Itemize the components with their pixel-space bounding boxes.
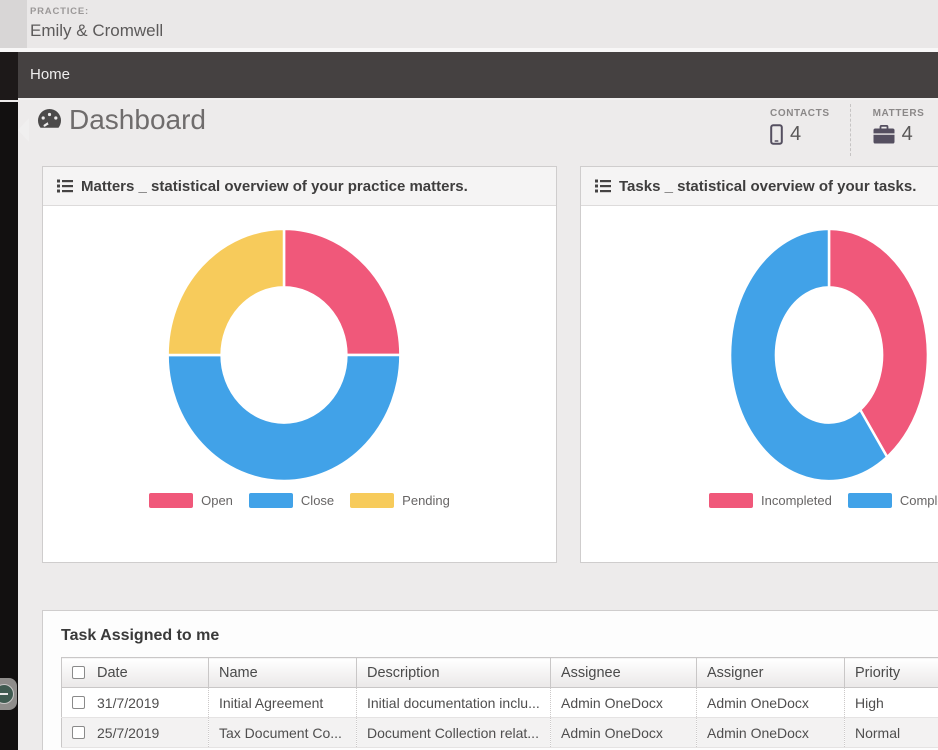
matters-panel-header: Matters _ statistical overview of your p… xyxy=(43,167,556,206)
legend-label-open: Open xyxy=(201,493,233,508)
task-table-header-row: Date Name Description Assignee Assigner … xyxy=(61,657,938,688)
matters-panel-title: Matters _ statistical overview of your p… xyxy=(81,177,468,195)
sidebar-notch xyxy=(18,118,29,142)
briefcase-icon xyxy=(873,125,895,144)
donut-segment-pending[interactable] xyxy=(168,229,284,355)
practice-name: Emily & Cromwell xyxy=(30,21,164,40)
stat-contacts-label: CONTACTS xyxy=(770,108,830,119)
nav-item-home[interactable]: Home xyxy=(30,66,71,83)
stat-matters-label: MATTERS xyxy=(872,108,925,119)
legend-item-pending[interactable]: Pending xyxy=(350,493,450,508)
stat-matters[interactable]: MATTERS 4 xyxy=(849,104,938,156)
column-header-assignee[interactable]: Assignee xyxy=(550,657,697,688)
column-header-assigner[interactable]: Assigner xyxy=(696,657,845,688)
column-header-date[interactable]: Date xyxy=(61,657,209,688)
legend-swatch-incompleted xyxy=(709,493,753,508)
matters-overview-panel: Matters _ statistical overview of your p… xyxy=(42,166,557,563)
task-description-cell: Document Collection relat... xyxy=(356,717,551,748)
practice-label: PRACTICE: xyxy=(30,6,89,17)
list-icon xyxy=(57,179,73,193)
tasks-panel-header: Tasks _ statistical overview of your tas… xyxy=(581,167,938,206)
matters-donut-chart[interactable] xyxy=(164,225,404,485)
legend-label-incompleted: Incompleted xyxy=(761,493,832,508)
mobile-phone-icon xyxy=(770,124,783,145)
matters-legend: Open Close Pending xyxy=(43,493,556,508)
task-name-cell: Initial Agreement xyxy=(208,687,357,718)
content-area: Dashboard CONTACTS 4 MATTERS 4 xyxy=(0,102,938,750)
select-all-checkbox[interactable] xyxy=(72,666,85,679)
row-checkbox[interactable] xyxy=(72,726,85,739)
legend-label-close: Close xyxy=(300,493,335,508)
task-assigned-title: Task Assigned to me xyxy=(61,627,220,644)
task-date-cell: 25/7/2019 xyxy=(61,717,209,748)
practice-block: PRACTICE: Emily & Cromwell xyxy=(30,6,163,41)
collapsed-sidebar[interactable] xyxy=(0,102,18,750)
legend-item-incompleted[interactable]: Incompleted xyxy=(709,493,832,508)
legend-swatch-open xyxy=(149,493,194,508)
task-priority-cell: High xyxy=(844,687,938,718)
topbar-left-strip xyxy=(0,0,27,48)
legend-item-completed[interactable]: Completed xyxy=(847,493,938,508)
expander-arrow-icon xyxy=(0,684,14,704)
sidebar-expander-button[interactable] xyxy=(0,678,17,710)
donut-segment-incompleted[interactable] xyxy=(829,229,928,457)
legend-item-open[interactable]: Open xyxy=(149,493,233,508)
tasks-overview-panel: Tasks _ statistical overview of your tas… xyxy=(580,166,938,563)
stat-contacts-value: 4 xyxy=(790,123,802,145)
header-stats: CONTACTS 4 MATTERS 4 xyxy=(748,104,938,156)
task-name-cell: Tax Document Co... xyxy=(208,717,357,748)
donut-segment-completed[interactable] xyxy=(730,229,887,481)
task-priority-cell: Normal xyxy=(844,717,938,748)
dashboard-icon xyxy=(38,109,61,128)
task-table: Date Name Description Assignee Assigner … xyxy=(61,657,938,748)
task-assigner-cell: Admin OneDocx xyxy=(696,717,845,748)
legend-label-pending: Pending xyxy=(402,493,450,508)
task-description-cell: Initial documentation inclu... xyxy=(356,687,551,718)
topbar-divider xyxy=(0,48,938,52)
donut-segment-close[interactable] xyxy=(168,355,401,481)
navbar-left-strip xyxy=(0,52,18,100)
stat-contacts[interactable]: CONTACTS 4 xyxy=(748,104,850,156)
page-title: Dashboard xyxy=(69,104,206,135)
tasks-panel-title: Tasks _ statistical overview of your tas… xyxy=(619,177,917,195)
task-assignee-cell: Admin OneDocx xyxy=(550,687,697,718)
list-icon xyxy=(595,179,611,193)
legend-item-close[interactable]: Close xyxy=(248,493,335,508)
tasks-donut-chart[interactable] xyxy=(727,225,931,485)
donut-segment-open[interactable] xyxy=(284,229,400,355)
column-header-name[interactable]: Name xyxy=(208,657,357,688)
column-header-priority[interactable]: Priority xyxy=(844,657,938,688)
task-assignee-cell: Admin OneDocx xyxy=(550,717,697,748)
legend-label-completed: Completed xyxy=(899,493,938,508)
task-date-cell: 31/7/2019 xyxy=(61,687,209,718)
column-header-description[interactable]: Description xyxy=(356,657,551,688)
task-assigned-panel: Task Assigned to me Date Name Descriptio… xyxy=(42,610,938,750)
task-row[interactable]: 25/7/2019 Tax Document Co... Document Co… xyxy=(61,717,938,748)
task-assigner-cell: Admin OneDocx xyxy=(696,687,845,718)
main-navbar: Home xyxy=(0,52,938,100)
task-row[interactable]: 31/7/2019 Initial Agreement Initial docu… xyxy=(61,687,938,718)
legend-swatch-close xyxy=(248,493,293,508)
legend-swatch-completed xyxy=(847,493,892,508)
row-checkbox[interactable] xyxy=(72,696,85,709)
stat-matters-value: 4 xyxy=(901,123,913,145)
practice-topbar: PRACTICE: Emily & Cromwell xyxy=(0,0,938,48)
tasks-legend: Incompleted Completed xyxy=(709,493,938,508)
legend-swatch-pending xyxy=(350,493,395,508)
